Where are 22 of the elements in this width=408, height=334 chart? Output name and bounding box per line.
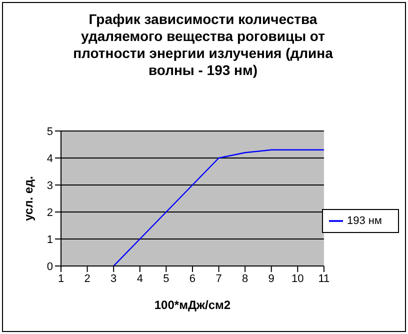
y-axis-title: усл. ед. bbox=[21, 176, 36, 221]
legend-label: 193 нм bbox=[346, 214, 382, 227]
y-tick-label: 0 bbox=[46, 260, 53, 273]
x-tick-label: 11 bbox=[318, 272, 330, 285]
y-tick-label: 3 bbox=[46, 180, 53, 192]
y-tick-label: 4 bbox=[46, 152, 53, 165]
y-tick-label: 2 bbox=[46, 206, 53, 219]
x-tick-label: 10 bbox=[292, 272, 304, 285]
x-axis-title: 100*мДж/см2 bbox=[154, 298, 231, 312]
x-tick-label: 7 bbox=[216, 272, 222, 285]
x-tick-label: 1 bbox=[58, 272, 64, 285]
x-tick-label: 5 bbox=[163, 272, 170, 285]
x-tick-label: 9 bbox=[268, 272, 274, 285]
y-tick-label: 1 bbox=[46, 234, 53, 246]
x-tick-label: 2 bbox=[84, 272, 90, 285]
x-tick-label: 8 bbox=[242, 272, 248, 285]
x-tick-label: 4 bbox=[136, 272, 143, 285]
x-tick-label: 3 bbox=[110, 272, 117, 285]
y-tick-label: 5 bbox=[46, 126, 53, 138]
chart-title: График зависимости количества удаляемого вещества роговицы от плотности энергии излучения (длина волны - 193 нм) bbox=[72, 11, 334, 79]
x-tick-label: 6 bbox=[189, 272, 196, 285]
line-series bbox=[112, 149, 325, 266]
